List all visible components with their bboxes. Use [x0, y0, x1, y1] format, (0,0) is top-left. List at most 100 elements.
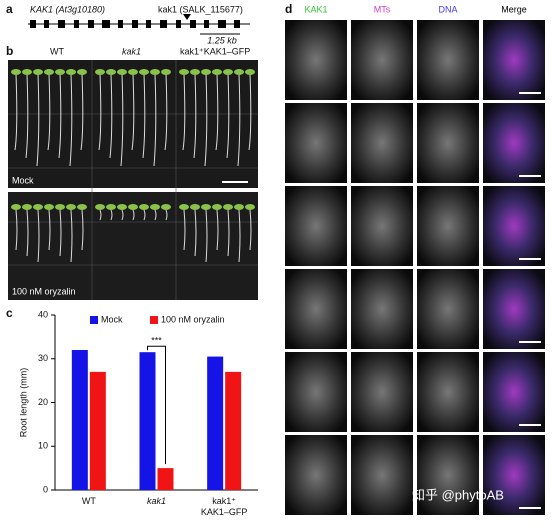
- micrograph: [285, 20, 347, 100]
- y-tick-label: 0: [43, 484, 48, 494]
- bar: [139, 352, 156, 490]
- root: [238, 209, 241, 263]
- column-header: DNA: [438, 4, 457, 14]
- micrograph: [351, 269, 413, 349]
- scale-bar: [519, 258, 541, 260]
- cotyledon: [55, 204, 65, 210]
- cotyledon: [161, 204, 171, 210]
- watermark: 知乎 @phytoAB: [412, 487, 504, 502]
- cotyledon: [22, 69, 32, 75]
- root: [205, 209, 208, 263]
- cotyledon: [139, 69, 149, 75]
- cotyledon: [33, 69, 43, 75]
- cotyledon: [161, 69, 171, 75]
- root: [48, 209, 51, 251]
- panel-label: a: [6, 2, 13, 16]
- root: [215, 73, 219, 151]
- cotyledon: [201, 204, 211, 210]
- cotyledon: [11, 69, 21, 75]
- seedlings: [11, 69, 255, 263]
- cotyledon: [66, 69, 76, 75]
- root: [154, 209, 157, 221]
- scale-bar: [222, 181, 248, 183]
- root: [15, 209, 18, 251]
- cotyledon: [55, 69, 65, 75]
- root: [47, 73, 51, 151]
- micrograph: [483, 435, 545, 515]
- cotyledon: [95, 69, 105, 75]
- cotyledon: [234, 69, 244, 75]
- bar: [89, 371, 106, 490]
- root: [131, 73, 135, 151]
- root: [70, 209, 73, 263]
- micrograph: [351, 20, 413, 100]
- micrograph: [417, 352, 479, 432]
- annotation: ***: [151, 336, 162, 346]
- micrograph: [285, 435, 347, 515]
- panel-label: b: [6, 44, 13, 58]
- bar: [225, 371, 242, 490]
- cotyledon: [179, 204, 189, 210]
- root: [194, 209, 197, 257]
- micrograph: [285, 186, 347, 266]
- cotyledon: [117, 69, 127, 75]
- allele-name: kak1 (SALK_115677): [158, 4, 243, 14]
- cotyledon: [95, 204, 105, 210]
- y-tick-label: 10: [38, 441, 48, 451]
- root: [164, 73, 168, 151]
- root: [109, 73, 113, 159]
- cotyledon: [179, 69, 189, 75]
- scale-bar: [519, 341, 541, 343]
- panel-label: d: [285, 2, 292, 16]
- y-axis-label: Root length (mm): [18, 368, 28, 438]
- cotyledon: [234, 204, 244, 210]
- y-tick-label: 30: [38, 353, 48, 363]
- root: [216, 209, 219, 251]
- bar: [71, 350, 88, 490]
- cotyledon: [190, 69, 200, 75]
- root: [81, 209, 84, 251]
- scale-label: 1.25 kb: [207, 35, 237, 45]
- bar: [157, 468, 174, 490]
- root: [193, 73, 197, 159]
- root: [36, 73, 40, 167]
- root: [142, 73, 146, 159]
- root: [165, 209, 168, 221]
- cotyledon: [117, 204, 127, 210]
- bar: [207, 356, 224, 490]
- cotyledon: [139, 204, 149, 210]
- x-tick-label: kak1: [147, 496, 166, 506]
- root: [99, 209, 102, 221]
- gene-name: KAK1 (At3g10180): [30, 4, 105, 14]
- root: [143, 209, 146, 221]
- genotype: kak1: [122, 46, 141, 56]
- cotyledon: [44, 204, 54, 210]
- root: [120, 73, 124, 167]
- root: [248, 73, 252, 151]
- micrograph: [417, 186, 479, 266]
- cotyledon: [223, 69, 233, 75]
- cotyledon: [190, 204, 200, 210]
- x-tick-label: kak1⁺ KAK1–GFP: [201, 496, 248, 517]
- root: [249, 209, 252, 251]
- micrograph: [351, 352, 413, 432]
- root: [183, 209, 186, 251]
- micrograph: [417, 103, 479, 183]
- scale-bar: [519, 424, 541, 426]
- root: [37, 209, 40, 263]
- root: [110, 209, 113, 221]
- root: [98, 73, 102, 151]
- micrograph: [483, 103, 545, 183]
- micrograph: [483, 186, 545, 266]
- legend-swatch: [90, 316, 98, 324]
- micrograph: [285, 103, 347, 183]
- micrograph: [417, 269, 479, 349]
- condition-label: Mock: [12, 175, 34, 185]
- root: [182, 73, 186, 151]
- y-tick-label: 20: [38, 397, 48, 407]
- column-header: MTs: [374, 4, 391, 14]
- root: [80, 73, 84, 151]
- micrograph: [483, 269, 545, 349]
- cotyledon: [11, 204, 21, 210]
